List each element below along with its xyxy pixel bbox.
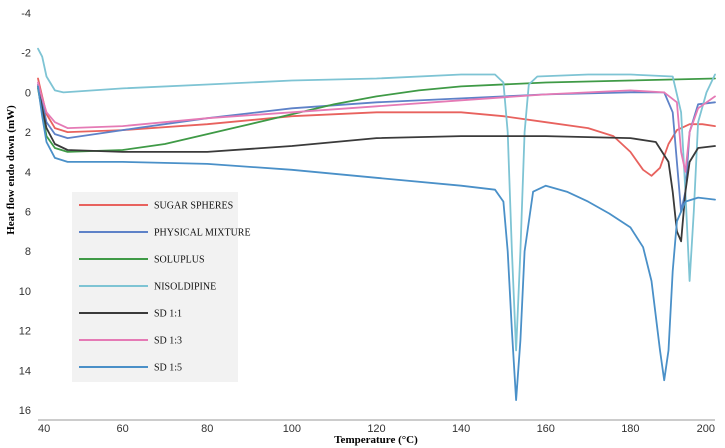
y-tick-label: 16 — [19, 405, 31, 417]
y-tick-label: 8 — [25, 246, 31, 258]
x-tick-label: 180 — [621, 423, 639, 435]
series-line — [37, 85, 716, 401]
y-tick-label: 2 — [25, 127, 31, 139]
y-tick-label: -2 — [21, 48, 31, 60]
x-tick-label: 200 — [697, 423, 715, 435]
x-tick-label: 40 — [38, 423, 50, 435]
legend-label: SD 1:5 — [154, 363, 182, 374]
legend-label: NISOLDIPINE — [154, 282, 216, 293]
x-tick-label: 100 — [283, 423, 301, 435]
x-tick-label: 140 — [452, 423, 470, 435]
x-tick-labels: 40 60 80 100 120 140 160 180 200 — [38, 423, 715, 435]
x-tick-label: 60 — [117, 423, 129, 435]
series-line — [37, 81, 716, 173]
legend-label: PHYSICAL MIXTURE — [154, 228, 251, 239]
y-tick-label: 12 — [19, 326, 31, 338]
series-line — [37, 77, 716, 153]
x-axis-label: Temperature (°C) — [334, 434, 418, 446]
y-axis-label: Heat flow endo down (mW) — [5, 105, 17, 235]
y-tick-labels: -4 -2 0 2 4 6 8 10 12 14 16 — [19, 8, 31, 417]
y-tick-label: 0 — [25, 87, 31, 99]
y-tick-label: -4 — [21, 8, 31, 20]
legend-label: SD 1:3 — [154, 336, 182, 347]
series-line — [37, 77, 716, 177]
y-tick-label: 6 — [25, 207, 31, 219]
series-lines — [37, 47, 716, 401]
series-line — [37, 85, 716, 243]
x-tick-label: 160 — [537, 423, 555, 435]
legend-label: SUGAR SPHERES — [154, 201, 233, 212]
x-tick-label: 120 — [367, 423, 385, 435]
y-tick-label: 10 — [19, 286, 31, 298]
x-tick-label: 80 — [201, 423, 213, 435]
y-tick-label: 14 — [19, 365, 31, 377]
legend: SUGAR SPHERES PHYSICAL MIXTURE SOLUPLUS NIS… — [79, 201, 251, 374]
series-line — [37, 47, 716, 352]
y-tick-label: 4 — [25, 167, 31, 179]
legend-label: SD 1:1 — [154, 309, 182, 320]
legend-label: SOLUPLUS — [154, 255, 205, 266]
